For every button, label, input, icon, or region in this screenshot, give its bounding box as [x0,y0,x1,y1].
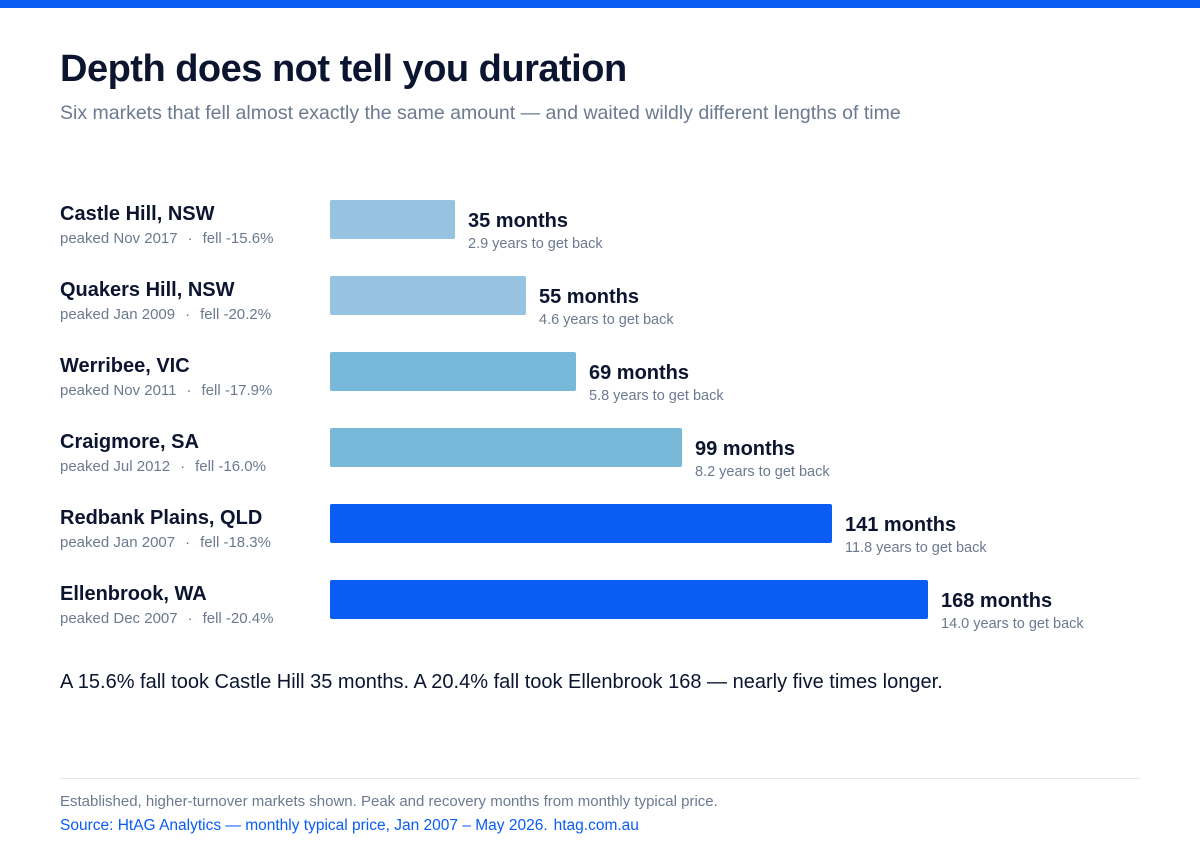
market-name: Ellenbrook, WA [60,583,207,605]
duration-bar [330,200,455,239]
market-meta: peaked Jan 2007 · fell -18.3% [60,534,271,551]
takeaway-text: A 15.6% fall took Castle Hill 35 months.… [60,671,943,693]
months-label: 69 months [589,362,690,384]
fall-percent: fell -18.3% [200,534,271,551]
peak-date: peaked Jul 2012 [60,458,171,475]
footer-source: Source: HtAG Analytics — monthly typical… [60,817,639,835]
years-label: 11.8 years to get back [845,540,987,556]
peak-date: peaked Jan 2009 [60,306,176,323]
page-title: Depth does not tell you duration [60,48,627,90]
chart-row: Ellenbrook, WA peaked Dec 2007 · fell -20.4… [0,580,1200,640]
chart-row: Craigmore, SA peaked Jul 2012 · fell -16.0%… [0,428,1200,488]
months-label: 55 months [539,286,640,308]
months-label: 99 months [695,438,796,460]
market-meta: peaked Jan 2009 · fell -20.2% [60,306,271,323]
separator-dot: · [180,458,186,475]
duration-bar [330,580,928,619]
fall-percent: fell -20.4% [202,610,274,627]
market-name: Werribee, VIC [60,355,190,377]
market-name: Quakers Hill, NSW [60,279,235,301]
accent-top-bar [0,0,1200,8]
peak-date: peaked Dec 2007 [60,610,178,627]
separator-dot: · [185,306,191,323]
market-meta: peaked Nov 2017 · fell -15.6% [60,230,273,247]
chart-row: Werribee, VIC peaked Nov 2011 · fell -17.9%… [0,352,1200,412]
footer-note: Established, higher-turnover markets sho… [60,793,718,810]
months-label: 35 months [468,210,569,232]
peak-date: peaked Jan 2007 [60,534,176,551]
footer-divider [60,778,1140,779]
duration-bar [330,504,832,543]
months-label: 141 months [845,514,957,536]
chart-row: Redbank Plains, QLD peaked Jan 2007 · fell … [0,504,1200,564]
page-subtitle: Six markets that fell almost exactly the… [60,102,901,124]
market-meta: peaked Dec 2007 · fell -20.4% [60,610,273,627]
peak-date: peaked Nov 2011 [60,382,177,399]
months-label: 168 months [941,590,1053,612]
fall-percent: fell -20.2% [200,306,271,323]
chart-row: Castle Hill, NSW peaked Nov 2017 · fell -15… [0,200,1200,260]
chart-row: Quakers Hill, NSW peaked Jan 2009 · fell -2… [0,276,1200,336]
years-label: 8.2 years to get back [695,464,830,480]
market-name: Castle Hill, NSW [60,203,215,225]
separator-dot: · [187,230,193,247]
years-label: 4.6 years to get back [539,312,674,328]
separator-dot: · [185,534,191,551]
duration-bar [330,428,682,467]
years-label: 2.9 years to get back [468,236,603,252]
market-name: Craigmore, SA [60,431,199,453]
separator-dot: · [186,382,192,399]
duration-bar [330,352,576,391]
market-meta: peaked Nov 2011 · fell -17.9% [60,382,272,399]
duration-bar [330,276,526,315]
market-meta: peaked Jul 2012 · fell -16.0% [60,458,266,475]
fall-percent: fell -17.9% [201,382,273,399]
market-name: Redbank Plains, QLD [60,507,263,529]
source-link[interactable]: htag.com.au [553,817,639,834]
years-label: 14.0 years to get back [941,616,1084,632]
separator-dot: · [187,610,193,627]
fall-percent: fell -16.0% [195,458,266,475]
peak-date: peaked Nov 2017 [60,230,178,247]
years-label: 5.8 years to get back [589,388,724,404]
source-text: Source: HtAG Analytics — monthly typical… [60,817,548,834]
fall-percent: fell -15.6% [202,230,274,247]
